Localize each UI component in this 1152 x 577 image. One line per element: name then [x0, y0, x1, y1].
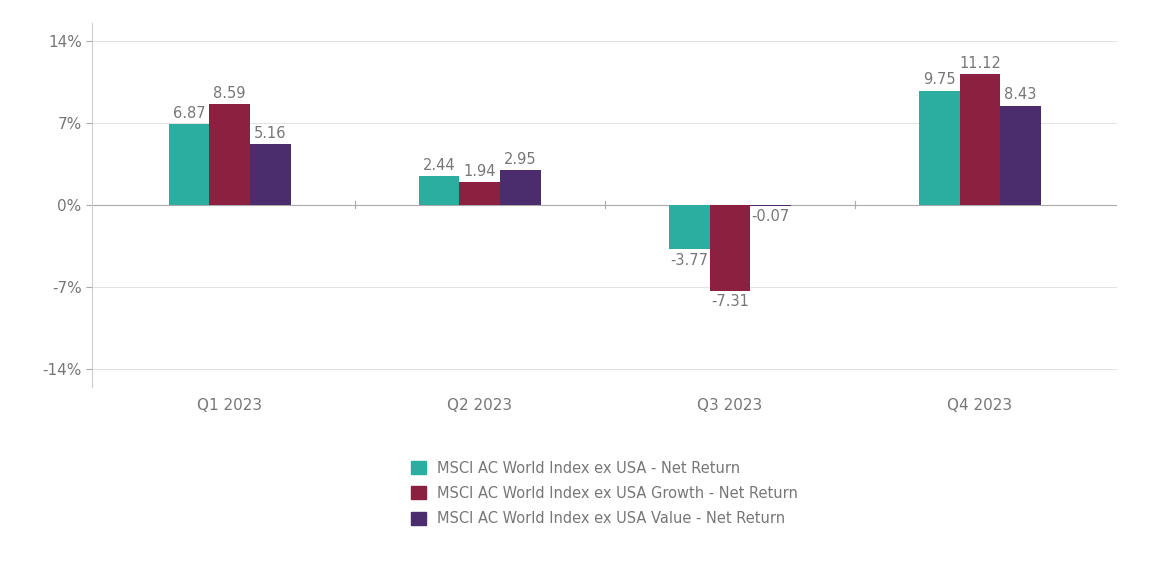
Bar: [500, 170, 540, 205]
Bar: [710, 205, 750, 291]
Text: 2.95: 2.95: [505, 152, 537, 167]
Text: 9.75: 9.75: [923, 72, 955, 87]
Bar: [919, 91, 960, 205]
Bar: [960, 74, 1000, 205]
Text: 11.12: 11.12: [958, 56, 1001, 71]
Bar: [210, 104, 250, 205]
Text: 2.44: 2.44: [423, 158, 455, 173]
Text: -3.77: -3.77: [670, 253, 708, 268]
Text: -7.31: -7.31: [711, 294, 749, 309]
Bar: [419, 176, 460, 205]
Text: 1.94: 1.94: [463, 163, 497, 178]
Bar: [1000, 106, 1041, 205]
Text: 8.43: 8.43: [1005, 88, 1037, 103]
Text: 8.59: 8.59: [213, 85, 245, 100]
Text: -0.07: -0.07: [751, 209, 789, 224]
Bar: [250, 144, 290, 205]
Bar: [168, 124, 210, 205]
Bar: [669, 205, 710, 249]
Legend: MSCI AC World Index ex USA - Net Return, MSCI AC World Index ex USA Growth - Net: MSCI AC World Index ex USA - Net Return,…: [406, 455, 804, 532]
Text: 5.16: 5.16: [255, 126, 287, 141]
Text: 6.87: 6.87: [173, 106, 205, 121]
Bar: [460, 182, 500, 205]
